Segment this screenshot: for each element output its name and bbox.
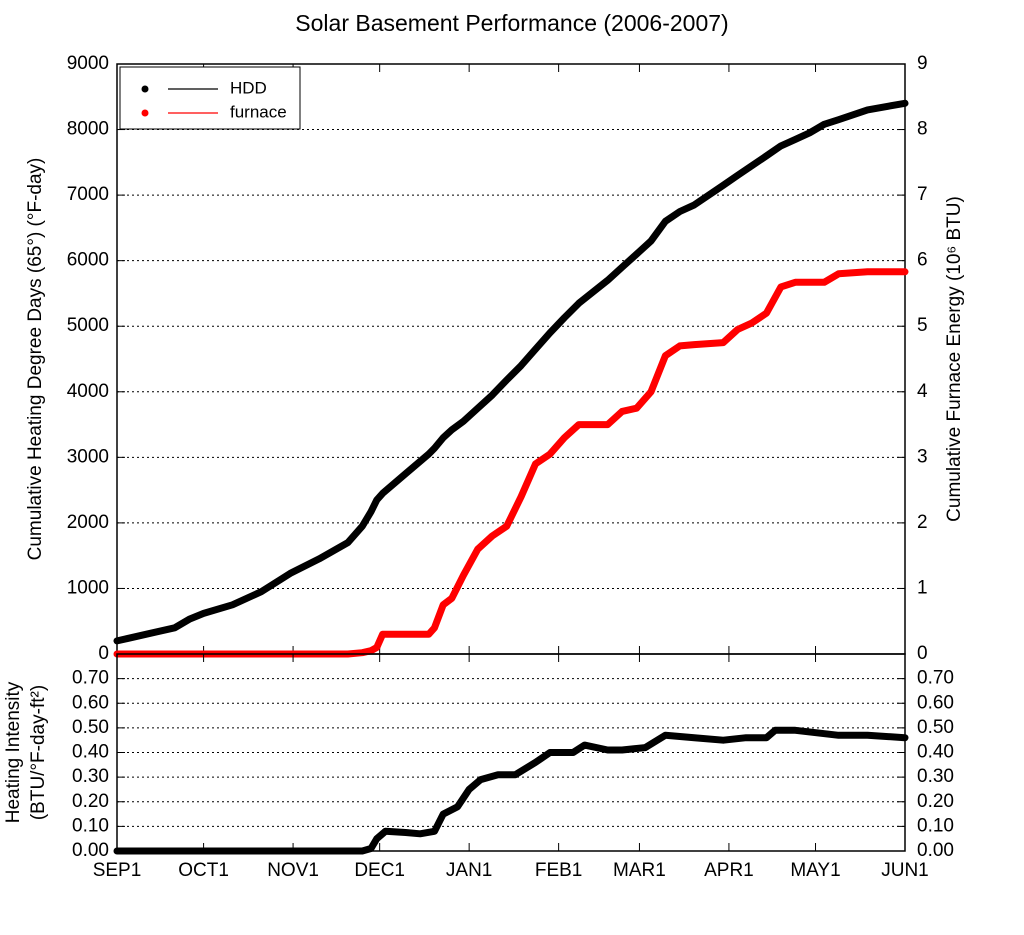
x-tick-label: JAN1 — [446, 860, 492, 881]
plot-frame — [116, 653, 906, 852]
y-tick-label: 5000 — [67, 315, 109, 336]
y2-tick-label: 0.70 — [917, 668, 954, 689]
y2-tick-label: 6 — [917, 250, 928, 271]
y-tick-label: 0.50 — [72, 717, 109, 738]
y-tick-label: 0.70 — [72, 668, 109, 689]
legend-marker — [141, 85, 149, 93]
x-tick-label: APR1 — [704, 860, 754, 881]
y-tick-label: 0.30 — [72, 766, 109, 787]
x-tick-label: MAY1 — [790, 860, 840, 881]
y-tick-label: 6000 — [67, 250, 109, 271]
y2-tick-label: 0.50 — [917, 717, 954, 738]
y2-tick-label: 7 — [917, 184, 928, 205]
y2-tick-label: 1 — [917, 577, 928, 598]
legend-marker — [141, 109, 149, 117]
y-axis-label: (BTU/°F-day-ft²) — [28, 685, 49, 820]
y2-tick-label: 3 — [917, 446, 928, 467]
y2-tick-label: 0.20 — [917, 791, 954, 812]
y2-tick-label: 4 — [917, 381, 928, 402]
y2-tick-label: 0.60 — [917, 692, 954, 713]
y-tick-label: 8000 — [67, 119, 109, 140]
x-tick-label: OCT1 — [178, 860, 229, 881]
y-tick-label: 0 — [98, 643, 109, 664]
x-tick-label: NOV1 — [267, 860, 319, 881]
y-tick-label: 9000 — [67, 53, 109, 74]
x-tick-label: SEP1 — [93, 860, 142, 881]
legend-label: furnace — [230, 102, 287, 121]
y2-tick-label: 0 — [917, 643, 928, 664]
y-tick-label: 0.10 — [72, 815, 109, 836]
legend-box — [119, 66, 301, 130]
y-tick-label: 7000 — [67, 184, 109, 205]
y2-tick-label: 0.40 — [917, 742, 954, 763]
y-tick-label: 0.20 — [72, 791, 109, 812]
x-tick-label: DEC1 — [354, 860, 405, 881]
x-tick-label: MAR1 — [613, 860, 666, 881]
y-tick-label: 2000 — [67, 512, 109, 533]
y2-tick-label: 9 — [917, 53, 928, 74]
y2-tick-label: 0.10 — [917, 815, 954, 836]
legend-label: HDD — [230, 78, 267, 97]
y-tick-label: 0.00 — [72, 840, 109, 861]
y2-tick-label: 8 — [917, 119, 928, 140]
y-tick-label: 4000 — [67, 381, 109, 402]
y-tick-label: 0.40 — [72, 742, 109, 763]
chart-title: Solar Basement Performance (2006-2007) — [295, 10, 728, 36]
x-tick-label: JUN1 — [881, 860, 929, 881]
data-line — [113, 726, 909, 855]
y2-tick-label: 5 — [917, 315, 928, 336]
y2-axis-label: Cumulative Furnace Energy (10⁶ BTU) — [944, 196, 965, 522]
y2-tick-label: 2 — [917, 512, 928, 533]
y-axis-label: Heating Intensity — [3, 681, 24, 823]
data-line — [113, 99, 909, 645]
y-tick-label: 3000 — [67, 446, 109, 467]
y2-tick-label: 0.00 — [917, 840, 954, 861]
x-tick-label: FEB1 — [535, 860, 583, 881]
y2-tick-label: 0.30 — [917, 766, 954, 787]
y-axis-label: Cumulative Heating Degree Days (65°) (°F… — [25, 158, 46, 561]
y-tick-label: 1000 — [67, 577, 109, 598]
y-tick-label: 0.60 — [72, 692, 109, 713]
